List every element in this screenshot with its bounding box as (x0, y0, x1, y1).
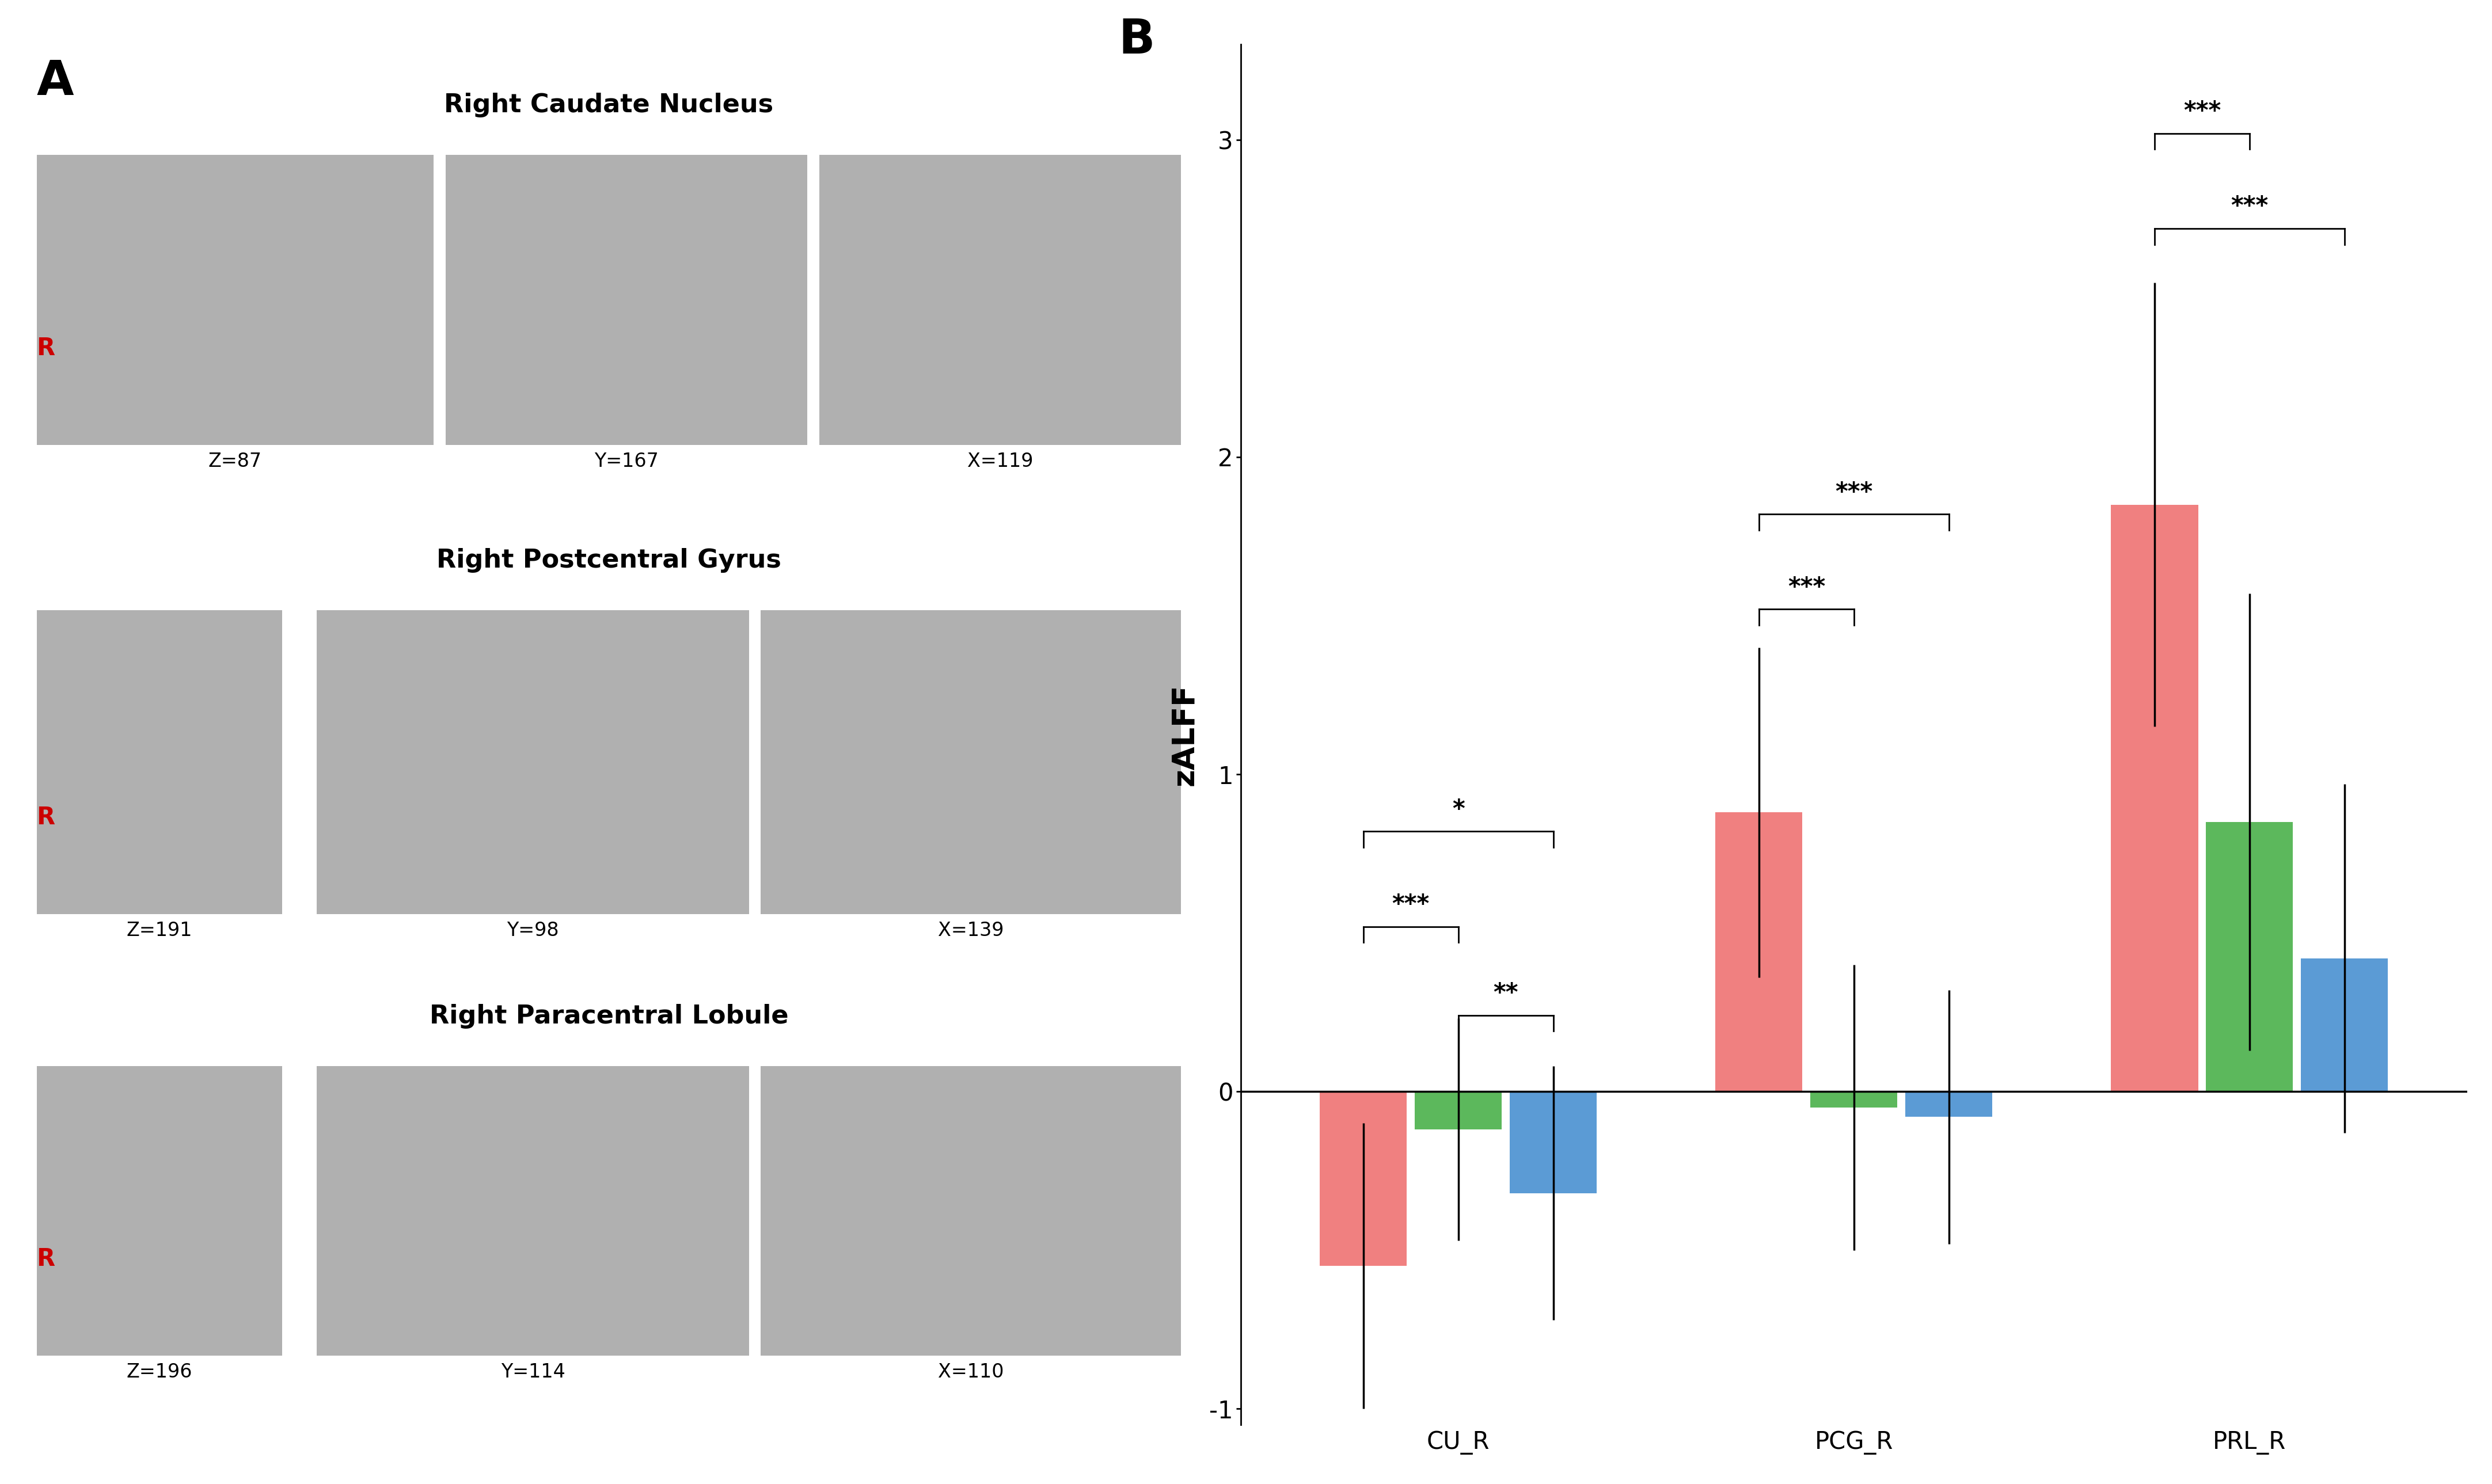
Text: **: ** (1493, 982, 1518, 1006)
Bar (37, 610, 282, 914)
Text: Y=167: Y=167 (593, 451, 658, 470)
Text: Right Paracentral Lobule: Right Paracentral Lobule (429, 1003, 787, 1028)
Bar (1510, 1092, 1597, 1193)
Text: ***: *** (1393, 893, 1430, 917)
Bar (37, 1066, 282, 1356)
Text: ***: *** (1787, 576, 1824, 600)
Text: A: A (37, 58, 75, 105)
Bar (2111, 505, 2198, 1092)
Text: X=110: X=110 (937, 1362, 1004, 1382)
Text: Z=87: Z=87 (209, 451, 262, 470)
Bar (820, 154, 1181, 445)
Text: Z=191: Z=191 (127, 922, 192, 939)
Text: R: R (37, 806, 55, 830)
Text: B: B (1119, 16, 1154, 64)
Bar (1714, 812, 1802, 1092)
Text: R: R (37, 335, 55, 361)
Text: X=119: X=119 (967, 451, 1034, 470)
Bar (1906, 1092, 1994, 1117)
Text: Y=114: Y=114 (501, 1362, 566, 1382)
Text: *: * (1453, 798, 1465, 822)
Text: ***: *** (2183, 99, 2220, 123)
Bar (316, 610, 750, 914)
Text: ***: *** (1834, 481, 1871, 505)
Text: Right Caudate Nucleus: Right Caudate Nucleus (444, 93, 773, 117)
Bar (2300, 959, 2387, 1092)
Bar (1809, 1092, 1896, 1107)
Text: Right Postcentral Gyrus: Right Postcentral Gyrus (436, 548, 782, 573)
Bar (316, 1066, 750, 1356)
Y-axis label: zALFF: zALFF (1169, 684, 1199, 785)
Bar (1415, 1092, 1503, 1129)
Text: ***: *** (2230, 194, 2268, 220)
Text: Z=196: Z=196 (127, 1362, 192, 1382)
Bar (2205, 822, 2293, 1092)
Bar (1321, 1092, 1408, 1266)
Text: R: R (37, 1247, 55, 1272)
Bar (760, 610, 1181, 914)
Text: Y=98: Y=98 (506, 922, 558, 939)
Bar (37, 154, 434, 445)
Bar (446, 154, 807, 445)
Text: X=139: X=139 (937, 922, 1004, 939)
Bar (760, 1066, 1181, 1356)
